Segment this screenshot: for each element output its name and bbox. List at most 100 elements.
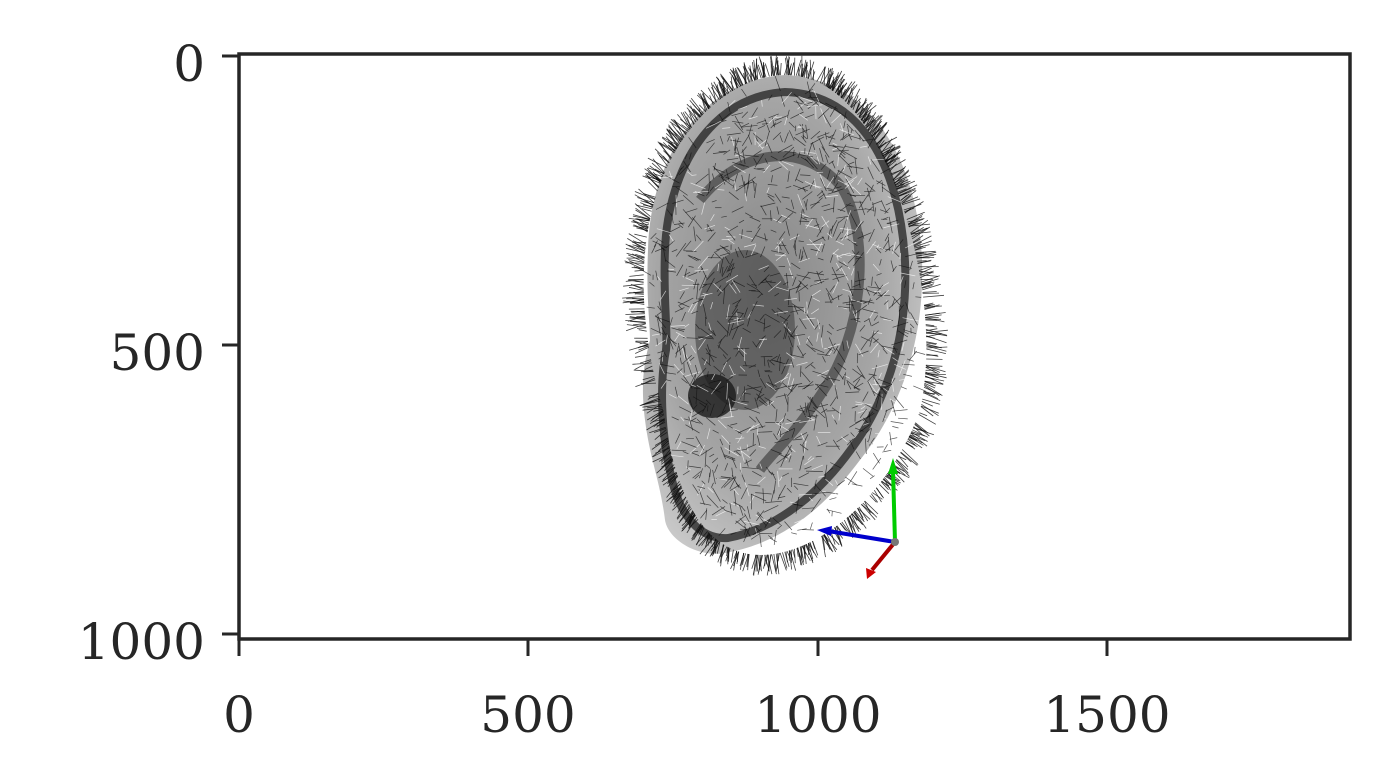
hair-stroke	[904, 241, 918, 249]
hair-stroke	[801, 507, 815, 510]
hair-stroke	[873, 377, 877, 386]
hair-stroke	[752, 341, 757, 348]
hair-stroke	[874, 207, 876, 217]
frame-axis-x	[891, 469, 897, 543]
hair-stroke	[925, 364, 943, 367]
hair-stroke	[900, 276, 904, 284]
hair-stroke	[819, 174, 826, 187]
hair-stroke	[807, 395, 817, 409]
hair-stroke	[828, 79, 834, 89]
hair-stroke	[688, 465, 702, 469]
hair-stroke	[653, 428, 667, 433]
hair-stroke	[696, 282, 699, 300]
hair-stroke	[693, 525, 703, 541]
hair-stroke	[865, 118, 870, 127]
hair-stroke	[912, 235, 924, 243]
hair-stroke	[690, 301, 699, 314]
hair-stroke	[652, 240, 667, 248]
hair-stroke	[655, 270, 658, 281]
hair-stroke	[825, 176, 835, 189]
hair-stroke	[816, 226, 824, 238]
hair-stroke	[830, 462, 841, 469]
hair-stroke	[686, 171, 692, 176]
hair-stroke	[712, 84, 723, 99]
hair-stroke	[779, 356, 781, 372]
hair-stroke	[770, 489, 775, 502]
hair-stroke	[879, 372, 882, 379]
hair-stroke	[752, 528, 762, 536]
hair-stroke	[851, 98, 861, 109]
hair-stroke	[786, 273, 789, 288]
hair-stroke	[656, 228, 671, 234]
hair-stroke	[704, 316, 707, 327]
hair-stroke	[734, 151, 746, 159]
hair-stroke	[840, 436, 848, 443]
hair-stroke	[907, 438, 916, 446]
hair-stroke	[793, 137, 806, 147]
hair-stroke	[813, 91, 820, 103]
hair-stroke	[829, 285, 835, 293]
hair-stroke	[701, 480, 706, 485]
hair-stroke	[903, 203, 922, 211]
hair-stroke	[731, 136, 735, 147]
hair-stroke	[847, 192, 857, 198]
hair-stroke	[853, 511, 867, 529]
hair-stroke	[919, 274, 939, 277]
hair-stroke	[682, 348, 687, 362]
hair-stroke	[815, 455, 822, 458]
hair-stroke	[729, 318, 745, 321]
hair-stroke	[775, 67, 778, 76]
hair-stroke	[900, 193, 910, 201]
hair-stroke	[733, 165, 746, 174]
hair-stroke	[686, 107, 699, 121]
hair-stroke	[669, 339, 677, 345]
hair-stroke	[720, 506, 726, 511]
hair-stroke	[776, 65, 779, 76]
hair-stroke	[711, 82, 717, 103]
hair-stroke	[710, 214, 715, 222]
hair-stroke	[651, 442, 670, 458]
hair-stroke	[756, 510, 765, 522]
hair-stroke	[784, 521, 793, 531]
hair-stroke	[832, 147, 838, 151]
hair-stroke	[686, 437, 694, 440]
hair-stroke	[687, 272, 698, 277]
hair-stroke	[859, 424, 870, 433]
hair-stroke	[889, 437, 898, 440]
hair-stroke	[878, 483, 890, 494]
hair-stroke	[669, 393, 677, 399]
hair-stroke	[773, 553, 777, 572]
hair-stroke	[625, 313, 645, 315]
hair-stroke	[665, 175, 680, 184]
hair-stroke	[917, 260, 927, 262]
hair-stroke	[792, 438, 803, 441]
hair-stroke	[632, 323, 646, 326]
hair-stroke	[821, 375, 829, 381]
hair-stroke	[638, 345, 649, 351]
hair-stroke	[877, 434, 886, 442]
hair-stroke	[702, 293, 708, 296]
hair-stroke	[688, 397, 694, 412]
hair-stroke	[802, 191, 813, 200]
hair-stroke	[925, 328, 938, 332]
hair-stroke	[682, 375, 693, 389]
hair-stroke	[914, 246, 926, 251]
hair-stroke	[767, 374, 774, 388]
hair-stroke	[736, 313, 744, 323]
hair-stroke	[827, 169, 831, 180]
x-tick-label: 0	[223, 686, 255, 744]
hair-stroke	[925, 367, 940, 369]
hair-stroke	[847, 517, 856, 532]
hair-stroke	[735, 520, 747, 529]
frame-axis-z	[870, 540, 897, 572]
hair-stroke	[699, 468, 703, 479]
hair-stroke	[694, 364, 699, 374]
hair-stroke	[676, 264, 684, 277]
hair-stroke	[820, 163, 827, 171]
hair-stroke	[669, 317, 673, 326]
hair-stroke	[830, 225, 834, 234]
hair-stroke	[753, 158, 758, 164]
hair-stroke	[679, 357, 682, 364]
hair-stroke	[675, 433, 681, 444]
hair-stroke	[837, 306, 851, 309]
